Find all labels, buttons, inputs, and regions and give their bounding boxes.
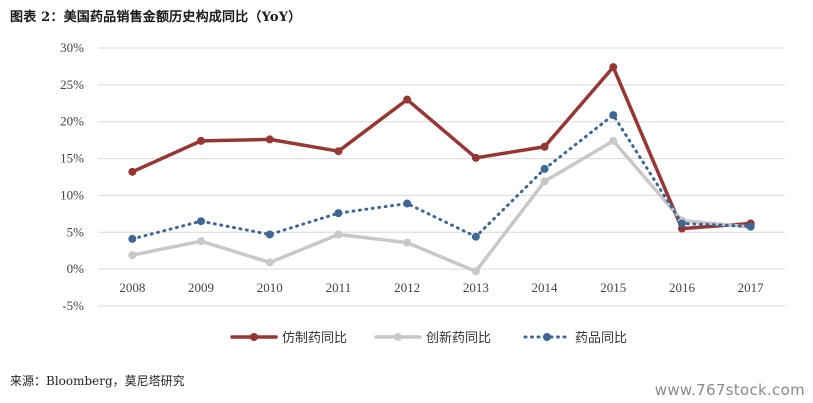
x-tick-label: 2017 xyxy=(738,280,765,295)
y-tick-label: 15% xyxy=(60,151,84,166)
x-tick-label: 2013 xyxy=(463,280,489,295)
gridlines xyxy=(98,47,785,307)
x-axis-tick-labels: 2008 2009 2010 2011 2012 2013 2014 2015 2016 2017 xyxy=(119,280,764,295)
data-point xyxy=(609,136,618,145)
x-tick-label: 2009 xyxy=(188,280,214,295)
x-tick-label: 2010 xyxy=(257,280,283,295)
x-tick-label: 2008 xyxy=(119,280,145,295)
legend-swatch-marker xyxy=(543,333,551,341)
x-tick-label: 2016 xyxy=(669,280,696,295)
data-point xyxy=(746,222,755,231)
y-tick-label: 25% xyxy=(60,77,84,92)
data-point xyxy=(128,251,137,260)
data-point xyxy=(471,267,480,276)
data-point xyxy=(265,135,274,144)
y-axis-tick-labels: -5% 0% 5% 10% 15% 20% 25% 30% xyxy=(60,40,84,313)
legend-swatch-marker xyxy=(250,333,258,341)
data-point xyxy=(540,177,549,186)
data-point xyxy=(197,136,206,145)
y-tick-label: 5% xyxy=(67,224,85,239)
series-line xyxy=(130,65,753,231)
y-tick-label: 10% xyxy=(60,187,84,202)
legend-label: 仿制药同比 xyxy=(282,331,347,346)
data-point xyxy=(609,111,618,120)
data-point xyxy=(197,237,206,246)
data-point xyxy=(128,167,137,176)
data-point xyxy=(334,147,343,156)
x-tick-label: 2011 xyxy=(326,280,352,295)
data-point xyxy=(540,142,549,151)
data-point xyxy=(471,153,480,162)
series-line xyxy=(130,139,753,274)
data-point xyxy=(265,258,274,267)
data-point xyxy=(609,63,618,72)
data-point xyxy=(265,230,274,239)
y-tick-label: 20% xyxy=(60,114,84,129)
x-tick-label: 2015 xyxy=(600,280,626,295)
data-point xyxy=(197,217,206,226)
series-layer xyxy=(128,63,755,276)
data-point xyxy=(677,219,686,228)
figure-title: 图表 2：美国药品销售金额历史构成同比（YoY） xyxy=(10,10,302,25)
data-point xyxy=(334,209,343,218)
data-point xyxy=(403,95,412,104)
legend: 仿制药同比 创新药同比 药品同比 xyxy=(230,330,627,346)
data-point xyxy=(128,234,137,243)
data-point xyxy=(403,238,412,247)
x-tick-label: 2014 xyxy=(532,280,559,295)
data-point xyxy=(471,232,480,241)
source-note: 来源：Bloomberg，莫尼塔研究 xyxy=(10,374,185,388)
x-tick-label: 2012 xyxy=(394,280,420,295)
data-point xyxy=(334,230,343,239)
legend-swatch-marker xyxy=(394,333,402,341)
data-point xyxy=(403,199,412,208)
watermark: www.767stock.com xyxy=(654,381,805,399)
legend-label: 创新药同比 xyxy=(426,330,491,346)
y-tick-label: -5% xyxy=(62,298,84,313)
y-tick-label: 30% xyxy=(60,40,84,55)
y-tick-label: 0% xyxy=(67,261,85,276)
data-point xyxy=(540,164,549,173)
series-line xyxy=(130,113,753,241)
legend-label: 药品同比 xyxy=(575,331,627,346)
